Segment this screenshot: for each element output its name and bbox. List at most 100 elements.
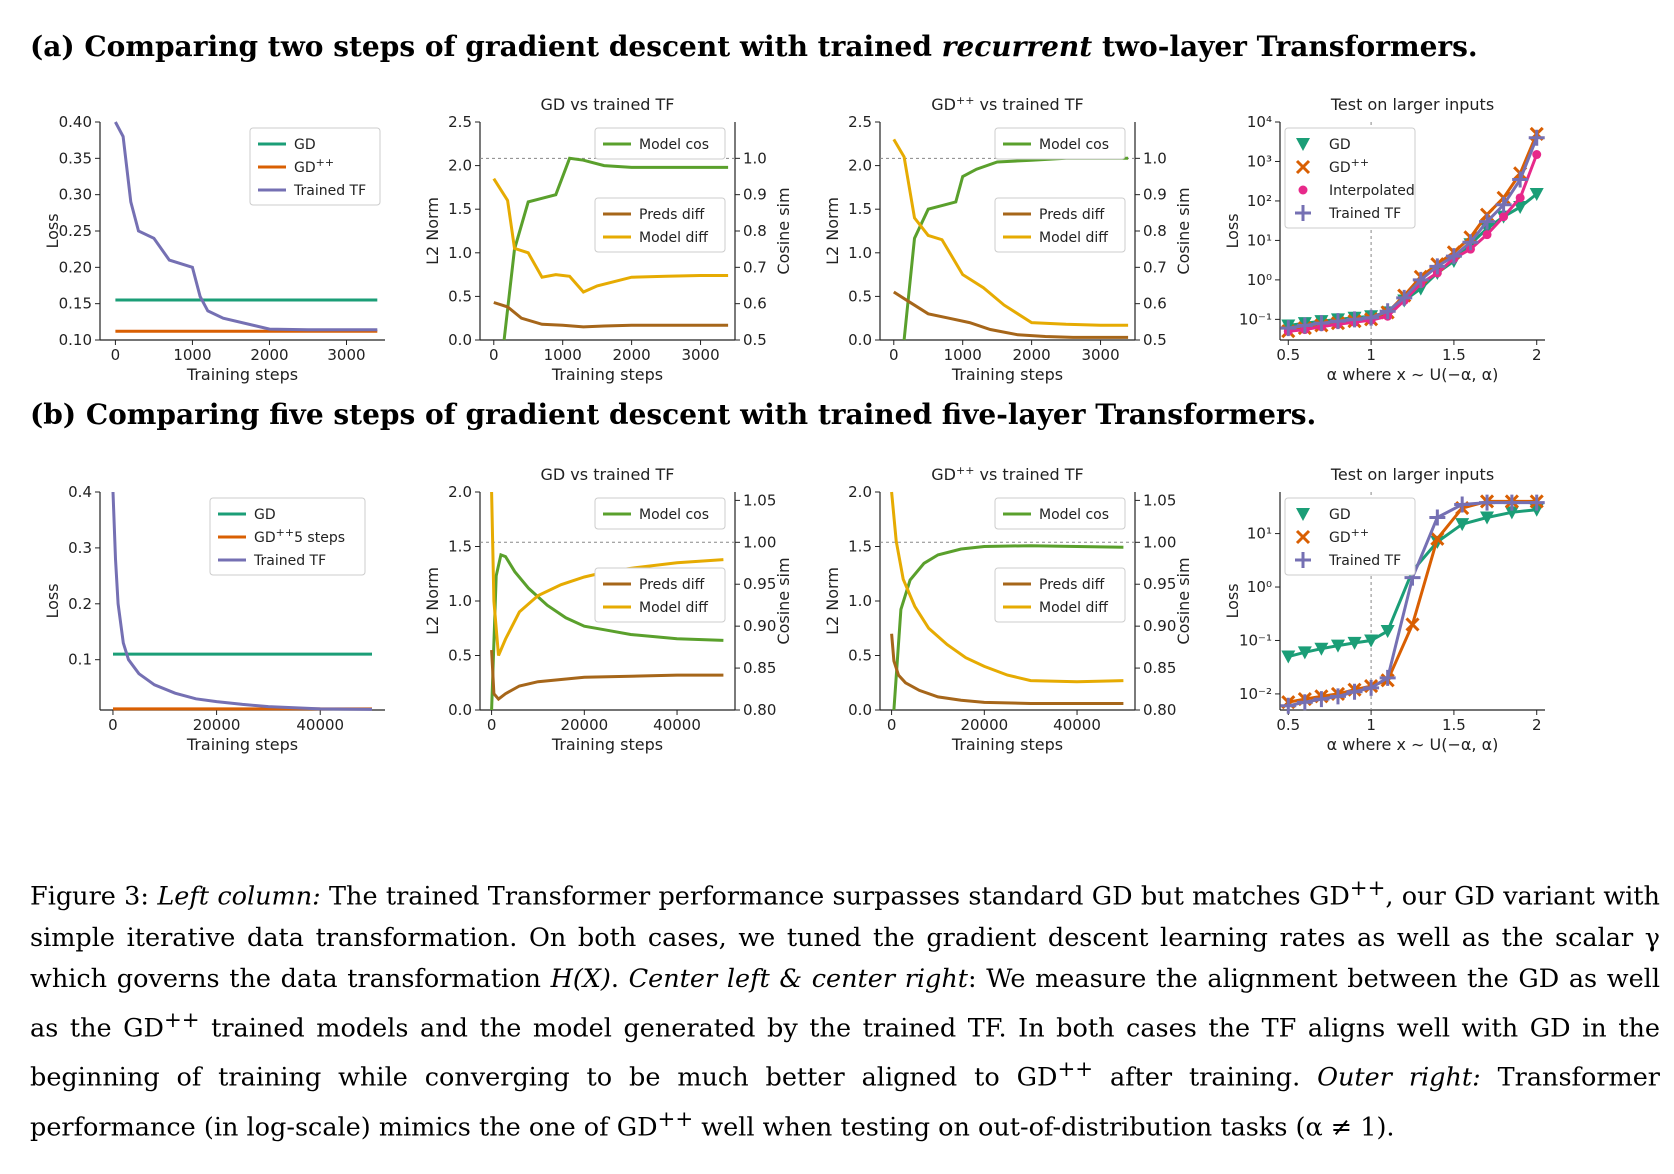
legend-label: GD++ <box>1329 156 1369 176</box>
legend-label: Preds diff <box>1039 577 1105 593</box>
y-tick-label: 1.0 <box>448 244 472 262</box>
y2-tick-label: 0.9 <box>1143 186 1167 204</box>
x-tick-label: 0 <box>487 716 497 734</box>
y-tick-label: 1.5 <box>448 200 472 218</box>
legend-label: GD <box>294 137 316 153</box>
x-tick-label: 0 <box>489 346 499 364</box>
legend-label: GD++ <box>294 156 334 176</box>
y2-tick-label: 0.6 <box>1143 295 1167 313</box>
series-line <box>114 121 378 332</box>
legend-label: Model diff <box>1039 230 1108 246</box>
data-point <box>1462 234 1479 251</box>
chart-title: Test on larger inputs <box>1330 465 1494 484</box>
y2-tick-label: 1.00 <box>1143 533 1176 551</box>
legend-label: Trained TF <box>293 183 366 199</box>
series-line <box>890 491 1124 684</box>
y-tick-label: 0.15 <box>59 295 92 313</box>
legend <box>1284 497 1416 576</box>
y-tick-label: 10⁰ <box>1247 271 1272 289</box>
data-point <box>1504 506 1519 520</box>
data-point <box>1495 196 1512 213</box>
y-tick-label: 1.5 <box>848 538 872 556</box>
legend-marker <box>1296 508 1310 521</box>
x-tick-label: 40000 <box>653 716 701 734</box>
x-tick-label: 0 <box>111 346 121 364</box>
data-point <box>1346 683 1363 700</box>
series-line <box>492 177 729 294</box>
y2-tick-label: 0.80 <box>743 701 776 719</box>
x-tick-label: 1.5 <box>1442 346 1466 364</box>
y-tick-label: 0.30 <box>59 186 92 204</box>
data-point <box>1379 669 1396 686</box>
legend-label: Model cos <box>639 137 709 153</box>
x-tick-label: 2 <box>1532 346 1542 364</box>
x-tick-label: 1.5 <box>1442 716 1466 734</box>
y-axis-label: L2 Norm <box>423 567 442 635</box>
y-tick-label: 0.0 <box>448 701 472 719</box>
y-tick-label: 0.5 <box>448 647 472 665</box>
data-point <box>1379 303 1396 320</box>
data-point <box>1329 313 1346 330</box>
legend-label: Model cos <box>639 507 709 523</box>
data-point <box>1513 201 1528 215</box>
data-point <box>1296 317 1313 334</box>
data-point <box>1479 494 1496 511</box>
data-point <box>1363 309 1380 326</box>
data-point <box>1347 636 1362 650</box>
y-tick-label: 0.20 <box>59 258 92 276</box>
chart-title: GD++ vs trained TF <box>931 464 1083 484</box>
chart-title: Test on larger inputs <box>1330 95 1494 114</box>
series-line <box>1288 137 1539 330</box>
legend <box>594 497 726 530</box>
data-point <box>1296 694 1313 711</box>
y-tick-label: 0.25 <box>59 222 92 240</box>
x-tick-label: 1 <box>1366 346 1376 364</box>
data-point <box>1429 509 1446 526</box>
chart-b1: 0 20000 40000 0.1 0.2 0.3 0.4 Training steps Los… <box>43 483 385 754</box>
y2-axis-label: Cosine sim <box>1174 187 1193 274</box>
y-tick-label: 0.3 <box>68 539 92 557</box>
data-point <box>1445 248 1462 265</box>
x-axis-label: Training steps <box>551 365 663 384</box>
data-point <box>1380 625 1395 639</box>
y-tick-label: 0.0 <box>448 331 472 349</box>
x-tick-label: 1000 <box>544 346 582 364</box>
y2-tick-label: 0.7 <box>1143 258 1167 276</box>
series-line <box>1288 153 1539 333</box>
y-axis-label: L2 Norm <box>823 197 842 265</box>
y2-axis-label: Cosine sim <box>1174 557 1193 644</box>
y-tick-label: 0.0 <box>848 701 872 719</box>
legend <box>1284 127 1416 229</box>
data-point <box>1405 617 1420 632</box>
legend-label: Model diff <box>639 230 708 246</box>
x-tick-label: 0 <box>889 346 899 364</box>
y-tick-label: 0.5 <box>848 647 872 665</box>
data-point <box>1346 311 1363 328</box>
y-axis-label: Loss <box>43 213 62 248</box>
y-tick-label: 0.0 <box>848 331 872 349</box>
x-axis-label: Training steps <box>951 735 1063 754</box>
data-point <box>1430 531 1445 546</box>
series-line <box>892 290 1129 339</box>
chart-title: GD vs trained TF <box>541 465 675 484</box>
x-axis-label: α where x ∼ U(−α, α) <box>1327 365 1499 384</box>
chart-a3: 0 1000 2000 3000 0.0 0.5 1.0 1.5 2.0 2.5 0.5 0.6 0.7… <box>823 94 1193 384</box>
chart-b4: 0.5 1 1.5 2 10⁻² 10⁻¹ 10⁰ 10¹ α where x ∼ U(−α, … <box>1223 465 1545 754</box>
chart-a1: 0 1000 2000 3000 0.10 0.15 0.20 0.25 0.30 0.35 0.4… <box>43 113 385 384</box>
y-axis-label: Loss <box>1223 583 1242 618</box>
y-tick-label: 1.5 <box>448 538 472 556</box>
y2-tick-label: 0.5 <box>1143 331 1167 349</box>
legend-label: Trained TF <box>1328 206 1401 222</box>
y-tick-label: 0.5 <box>848 287 872 305</box>
x-tick-label: 2000 <box>613 346 651 364</box>
y2-tick-label: 1.0 <box>1143 149 1167 167</box>
legend-label: Preds diff <box>639 577 705 593</box>
y2-tick-label: 0.9 <box>743 186 767 204</box>
chart-a2: 0 1000 2000 3000 0.0 0.5 1.0 1.5 2.0 2.5 0.5 0.6 0.7… <box>423 95 793 384</box>
data-point <box>1364 634 1379 648</box>
y-tick-label: 0.35 <box>59 149 92 167</box>
legend-marker <box>1295 552 1311 568</box>
legend-label: Trained TF <box>253 553 326 569</box>
y2-tick-label: 0.95 <box>1143 575 1176 593</box>
title-b: (b) Comparing five steps of gradient des… <box>30 398 1317 431</box>
